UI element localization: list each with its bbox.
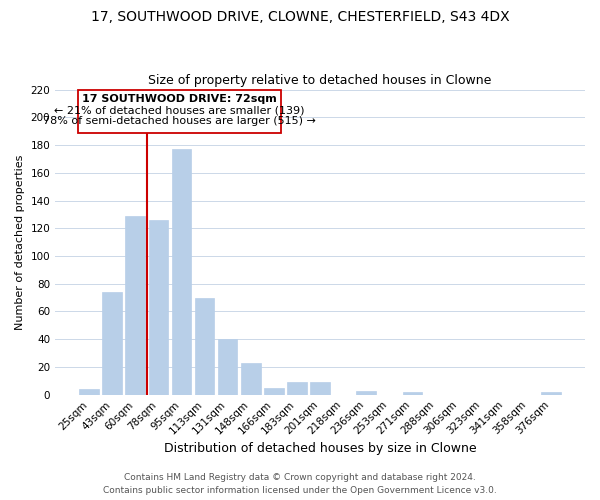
- Bar: [149, 220, 168, 394]
- Y-axis label: Number of detached properties: Number of detached properties: [15, 154, 25, 330]
- Text: ← 21% of detached houses are smaller (139): ← 21% of detached houses are smaller (13…: [54, 106, 304, 116]
- Bar: [264, 388, 284, 394]
- Bar: [241, 363, 260, 394]
- Text: 78% of semi-detached houses are larger (515) →: 78% of semi-detached houses are larger (…: [43, 116, 316, 126]
- Bar: [195, 298, 214, 394]
- Bar: [287, 382, 307, 394]
- Bar: [218, 339, 238, 394]
- Bar: [403, 392, 422, 394]
- Bar: [103, 292, 122, 394]
- FancyBboxPatch shape: [77, 90, 281, 132]
- Bar: [310, 382, 330, 394]
- Bar: [541, 392, 561, 394]
- Bar: [125, 216, 145, 394]
- Text: 17, SOUTHWOOD DRIVE, CLOWNE, CHESTERFIELD, S43 4DX: 17, SOUTHWOOD DRIVE, CLOWNE, CHESTERFIEL…: [91, 10, 509, 24]
- Bar: [356, 390, 376, 394]
- X-axis label: Distribution of detached houses by size in Clowne: Distribution of detached houses by size …: [164, 442, 476, 455]
- Bar: [79, 389, 99, 394]
- Title: Size of property relative to detached houses in Clowne: Size of property relative to detached ho…: [148, 74, 492, 87]
- Text: Contains HM Land Registry data © Crown copyright and database right 2024.
Contai: Contains HM Land Registry data © Crown c…: [103, 474, 497, 495]
- Text: 17 SOUTHWOOD DRIVE: 72sqm: 17 SOUTHWOOD DRIVE: 72sqm: [82, 94, 277, 104]
- Bar: [172, 149, 191, 394]
